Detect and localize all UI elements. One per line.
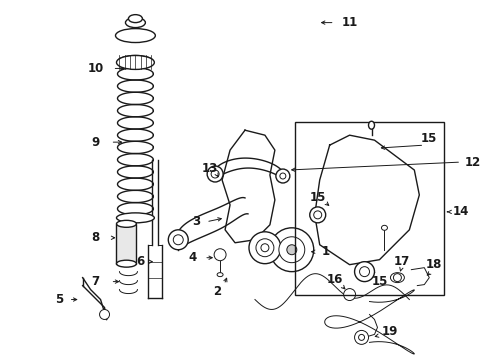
Circle shape — [207, 166, 223, 182]
Text: 12: 12 — [465, 156, 481, 168]
Text: 8: 8 — [92, 231, 99, 244]
Circle shape — [360, 267, 369, 276]
Ellipse shape — [117, 55, 154, 69]
Circle shape — [261, 244, 269, 252]
Text: 11: 11 — [342, 16, 358, 29]
Text: 10: 10 — [87, 62, 104, 75]
Text: 1: 1 — [321, 245, 330, 258]
Ellipse shape — [128, 15, 143, 23]
Text: 14: 14 — [453, 205, 469, 219]
Text: 15: 15 — [310, 192, 326, 204]
Circle shape — [256, 239, 274, 257]
Text: 6: 6 — [136, 255, 145, 268]
Circle shape — [276, 169, 290, 183]
Text: 4: 4 — [188, 251, 196, 264]
Circle shape — [359, 334, 365, 340]
Text: 15: 15 — [371, 275, 388, 288]
Circle shape — [249, 232, 281, 264]
Circle shape — [310, 207, 326, 223]
Circle shape — [343, 289, 356, 301]
Ellipse shape — [382, 225, 388, 230]
Text: 16: 16 — [326, 273, 343, 286]
Text: 2: 2 — [213, 285, 221, 298]
Circle shape — [355, 262, 374, 282]
Text: 5: 5 — [54, 293, 63, 306]
Circle shape — [173, 235, 183, 245]
Circle shape — [355, 330, 368, 345]
Text: 9: 9 — [92, 136, 99, 149]
Ellipse shape — [116, 28, 155, 42]
Text: 18: 18 — [426, 258, 442, 271]
Circle shape — [280, 173, 286, 179]
Ellipse shape — [117, 220, 136, 227]
Circle shape — [393, 274, 401, 282]
Text: 19: 19 — [381, 325, 397, 338]
Circle shape — [287, 245, 297, 255]
Text: 3: 3 — [192, 215, 200, 228]
Bar — [117, 224, 136, 264]
Ellipse shape — [125, 18, 146, 28]
Circle shape — [214, 249, 226, 261]
Ellipse shape — [117, 260, 136, 267]
Text: 13: 13 — [202, 162, 218, 175]
Bar — [295, 122, 444, 294]
Text: 17: 17 — [393, 255, 410, 268]
Circle shape — [270, 228, 314, 272]
Circle shape — [168, 230, 188, 250]
Text: 7: 7 — [92, 275, 99, 288]
Ellipse shape — [117, 213, 154, 223]
Ellipse shape — [368, 121, 374, 129]
Circle shape — [314, 211, 322, 219]
Circle shape — [279, 237, 305, 263]
Circle shape — [99, 310, 110, 319]
Ellipse shape — [391, 273, 404, 283]
Text: 15: 15 — [421, 132, 438, 145]
Circle shape — [211, 170, 219, 178]
Ellipse shape — [217, 273, 223, 276]
